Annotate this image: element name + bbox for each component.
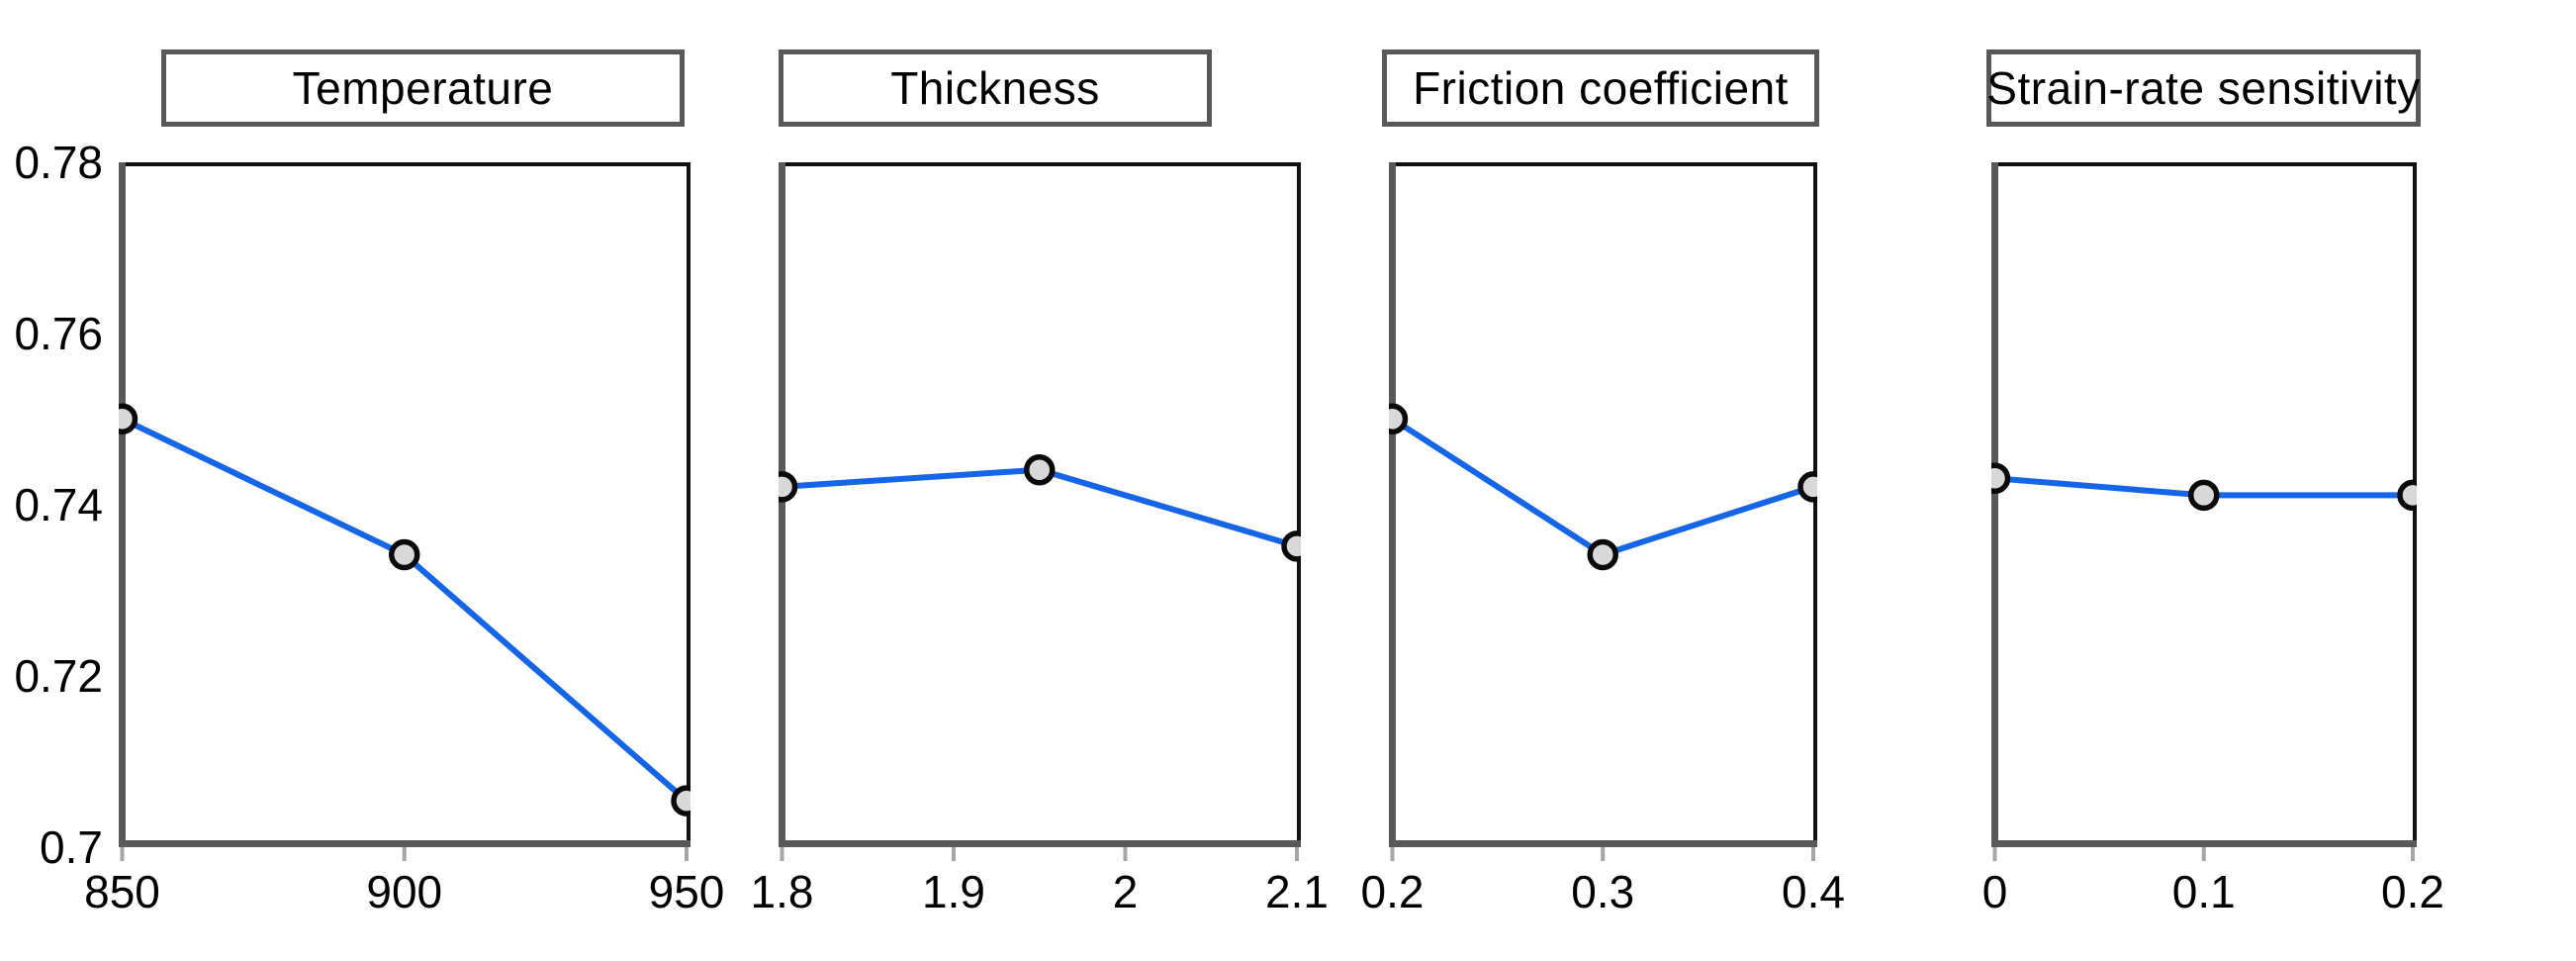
y-tick-label: 0.72 [14, 650, 103, 702]
x-tick-label: 1.9 [922, 866, 985, 917]
panel-title-friction-coefficient: Friction coefficient [1413, 62, 1789, 114]
panel-plot-1 [779, 162, 1301, 861]
panel-plot-2 [1389, 162, 1817, 861]
x-tick-label: 0.3 [1571, 866, 1635, 917]
x-tick-mark [1992, 847, 1997, 861]
x-tick-mark [685, 847, 689, 861]
panel-plot-0 [119, 162, 690, 861]
x-axis-line [1389, 840, 1817, 847]
data-point-marker [1024, 453, 1056, 486]
y-tick-label: 0.76 [14, 308, 103, 359]
panel-title-thickness: Thickness [890, 62, 1100, 114]
x-tick-label: 900 [366, 866, 443, 917]
plot-frame-top [119, 162, 690, 166]
data-point-marker [2397, 479, 2417, 512]
x-tick-mark [120, 847, 125, 861]
plot-frame-right [1813, 162, 1817, 847]
data-point-marker [119, 403, 138, 434]
panel-title-temperature: Temperature [292, 62, 554, 114]
panel-plot-3 [1991, 162, 2417, 861]
x-tick-mark [2411, 847, 2415, 861]
x-tick-mark [2201, 847, 2206, 861]
x-axis-line [779, 840, 1301, 847]
plot-frame-top [1991, 162, 2417, 166]
x-tick-mark [1390, 847, 1395, 861]
x-tick-label: 0.2 [1360, 866, 1425, 917]
data-point-marker [671, 785, 690, 817]
x-tick-mark [402, 847, 407, 861]
data-point-marker [1991, 462, 2011, 495]
x-tick-label: 950 [648, 866, 725, 917]
x-tick-label: 850 [84, 866, 160, 917]
x-tick-mark [1811, 847, 1815, 861]
panel-title-strain-rate-sensitivity: Strain-rate sensitivity [1986, 62, 2421, 114]
plot-frame-right [687, 162, 690, 847]
panel-title-box-temperature: Temperature [161, 49, 685, 127]
plot-background [779, 162, 1301, 847]
y-axis-line [779, 162, 785, 847]
x-tick-mark [1123, 847, 1128, 861]
panel-title-box-friction-coefficient: Friction coefficient [1382, 49, 1819, 127]
y-tick-label: 0.7 [40, 821, 103, 873]
data-point-marker [1389, 403, 1409, 434]
data-point-marker [1281, 530, 1301, 562]
x-tick-label: 1.8 [750, 866, 814, 917]
x-tick-mark [780, 847, 784, 861]
x-axis-line [119, 840, 690, 847]
x-axis-line [1991, 840, 2417, 847]
plot-background [119, 162, 690, 847]
x-tick-mark [1601, 847, 1606, 861]
y-tick-label: 0.74 [14, 479, 103, 530]
x-tick-label: 0.4 [1782, 866, 1845, 917]
x-tick-mark [1295, 847, 1299, 861]
data-point-marker [1797, 471, 1817, 503]
x-tick-label: 0.2 [2381, 866, 2444, 917]
y-tick-label: 0.78 [14, 137, 103, 188]
plot-background [1389, 162, 1817, 847]
x-tick-label: 2.1 [1265, 866, 1329, 917]
plot-frame-top [779, 162, 1301, 166]
x-tick-label: 0.1 [2171, 866, 2236, 917]
data-point-marker [779, 471, 798, 503]
y-axis-line [1991, 162, 1998, 847]
panel-title-box-strain-rate-sensitivity: Strain-rate sensitivity [1986, 49, 2421, 127]
panel-title-box-thickness: Thickness [779, 49, 1212, 127]
plot-frame-right [1297, 162, 1301, 847]
x-tick-label: 0 [1981, 866, 2008, 917]
data-point-marker [2188, 479, 2220, 512]
plot-frame-top [1389, 162, 1817, 166]
x-tick-label: 2 [1112, 866, 1139, 917]
data-point-marker [389, 538, 420, 571]
y-axis-line [1389, 162, 1396, 847]
x-tick-mark [952, 847, 956, 861]
data-point-marker [1587, 538, 1618, 571]
y-axis-line [119, 162, 126, 847]
